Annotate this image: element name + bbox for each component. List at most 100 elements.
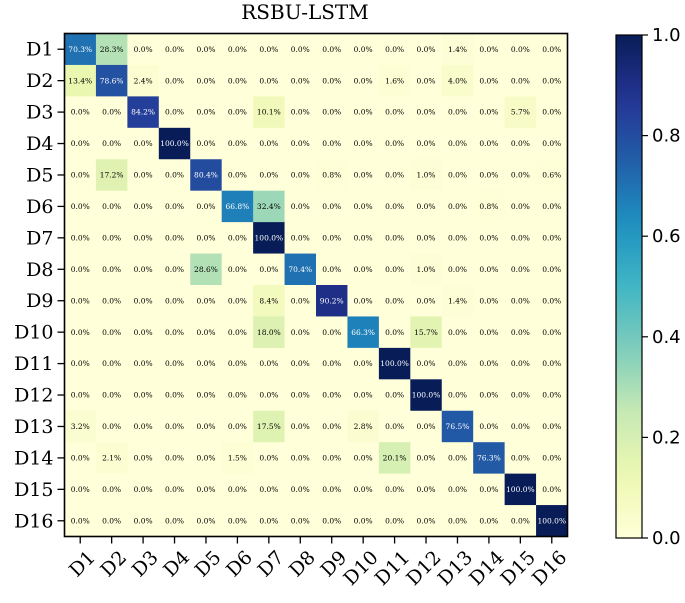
cell-value-label: 0.0% <box>354 76 373 85</box>
cell-value-label: 0.0% <box>228 139 247 148</box>
cell-value-label: 0.0% <box>448 454 467 463</box>
x-tick-label: D1 <box>65 547 100 582</box>
cell-value-label: 0.0% <box>71 328 90 337</box>
heatmap-cell <box>221 64 254 97</box>
heatmap-cell <box>221 347 254 380</box>
cell-value-label: 0.0% <box>542 265 561 274</box>
heatmap-cell <box>221 33 254 66</box>
heatmap-cell <box>378 285 411 317</box>
cell-value-label: 0.0% <box>71 454 90 463</box>
heatmap-cell <box>95 127 128 160</box>
cell-value-label: 0.0% <box>196 485 215 494</box>
y-tick-label: D7 <box>26 227 53 249</box>
cell-value-label: 32.4% <box>257 202 281 211</box>
cell-value-label: 0.0% <box>291 359 310 368</box>
cell-value-label: 0.8% <box>479 202 498 211</box>
heatmap-cell <box>536 159 568 192</box>
colorbar-tick-label: 0.0 <box>652 528 681 549</box>
cell-value-label: 0.0% <box>511 233 530 242</box>
heatmap-cell <box>253 96 285 129</box>
cell-value-label: 0.0% <box>134 391 153 400</box>
cell-value-label: 0.0% <box>354 391 373 400</box>
x-tick-label: D4 <box>159 547 194 582</box>
cell-value-label: 0.0% <box>102 485 121 494</box>
cell-value-label: 0.0% <box>542 422 561 431</box>
cell-value-label: 1.0% <box>417 171 436 180</box>
heatmap-cell <box>95 473 128 506</box>
cell-value-label: 0.0% <box>259 391 278 400</box>
cell-value-label: 0.0% <box>417 454 436 463</box>
colorbar-ticks: 0.0 0.2 0.4 0.6 0.8 1.0 <box>642 25 681 549</box>
heatmap-cell <box>158 64 191 97</box>
y-tick-label: D5 <box>26 164 53 186</box>
heatmap-cell <box>504 505 537 537</box>
heatmap-cell <box>536 410 568 443</box>
heatmap-cell <box>504 253 537 286</box>
cell-value-label: 0.0% <box>228 171 247 180</box>
heatmap-cell <box>441 410 474 443</box>
heatmap-cell <box>536 33 568 66</box>
cell-value-label: 100.0% <box>412 391 441 400</box>
y-tick-label: D12 <box>14 385 53 407</box>
heatmap-cell <box>410 127 443 160</box>
cell-value-label: 0.0% <box>259 454 278 463</box>
cell-value-label: 0.0% <box>479 108 498 117</box>
heatmap-cell <box>410 379 443 412</box>
cell-value-label: 0.0% <box>417 485 436 494</box>
heatmap-cell <box>473 379 506 412</box>
cell-value-label: 0.0% <box>322 516 341 525</box>
heatmap-cell <box>504 316 537 349</box>
cell-value-label: 0.0% <box>102 265 121 274</box>
heatmap-cell <box>473 285 506 317</box>
cell-value-label: 70.3% <box>68 45 92 54</box>
heatmap-cell <box>536 473 568 506</box>
heatmap-cell <box>473 253 506 286</box>
heatmap-cell <box>536 64 568 97</box>
cell-value-label: 0.0% <box>196 45 215 54</box>
cell-value-label: 0.0% <box>259 76 278 85</box>
cell-value-label: 0.0% <box>448 202 467 211</box>
heatmap-cell <box>347 159 380 192</box>
heatmap-cell <box>253 285 285 317</box>
heatmap-cell <box>441 253 474 286</box>
cell-value-label: 13.4% <box>68 76 92 85</box>
heatmap-cell <box>378 316 411 349</box>
heatmap-cell <box>441 64 474 97</box>
heatmap-cell <box>158 442 191 475</box>
cell-value-label: 0.0% <box>417 422 436 431</box>
heatmap-cell <box>95 410 128 443</box>
cell-value-label: 0.0% <box>165 328 184 337</box>
y-tick-label: D14 <box>14 447 53 469</box>
cell-value-label: 0.0% <box>196 108 215 117</box>
cell-value-label: 0.0% <box>511 391 530 400</box>
heatmap-cell <box>158 473 191 506</box>
heatmap-cell <box>64 285 97 317</box>
cell-value-label: 0.0% <box>165 359 184 368</box>
heatmap-cell <box>284 410 317 443</box>
heatmap-cell <box>127 253 160 286</box>
heatmap-cell <box>504 410 537 443</box>
heatmap-cell <box>441 442 474 475</box>
cell-value-label: 0.0% <box>165 202 184 211</box>
cell-value-label: 0.0% <box>259 359 278 368</box>
heatmap-cell <box>127 285 160 317</box>
heatmap-cell <box>378 410 411 443</box>
colorbar-tick-label: 1.0 <box>652 25 681 46</box>
heatmap-cell <box>95 285 128 317</box>
cell-value-label: 100.0% <box>506 485 535 494</box>
cell-value-label: 0.0% <box>448 139 467 148</box>
cell-value-label: 0.0% <box>165 76 184 85</box>
cell-value-label: 0.0% <box>385 45 404 54</box>
heatmap-cell <box>347 127 380 160</box>
cell-value-label: 0.0% <box>322 108 341 117</box>
heatmap-cell <box>347 33 380 66</box>
heatmap-cell <box>378 347 411 380</box>
cell-value-label: 78.6% <box>100 76 124 85</box>
heatmap-cell <box>64 222 97 254</box>
heatmap-cell <box>441 473 474 506</box>
heatmap-cell <box>284 473 317 506</box>
heatmap-cell <box>190 127 223 160</box>
cell-value-label: 0.0% <box>134 359 153 368</box>
cell-value-label: 0.0% <box>259 265 278 274</box>
heatmap-cell <box>284 253 317 286</box>
